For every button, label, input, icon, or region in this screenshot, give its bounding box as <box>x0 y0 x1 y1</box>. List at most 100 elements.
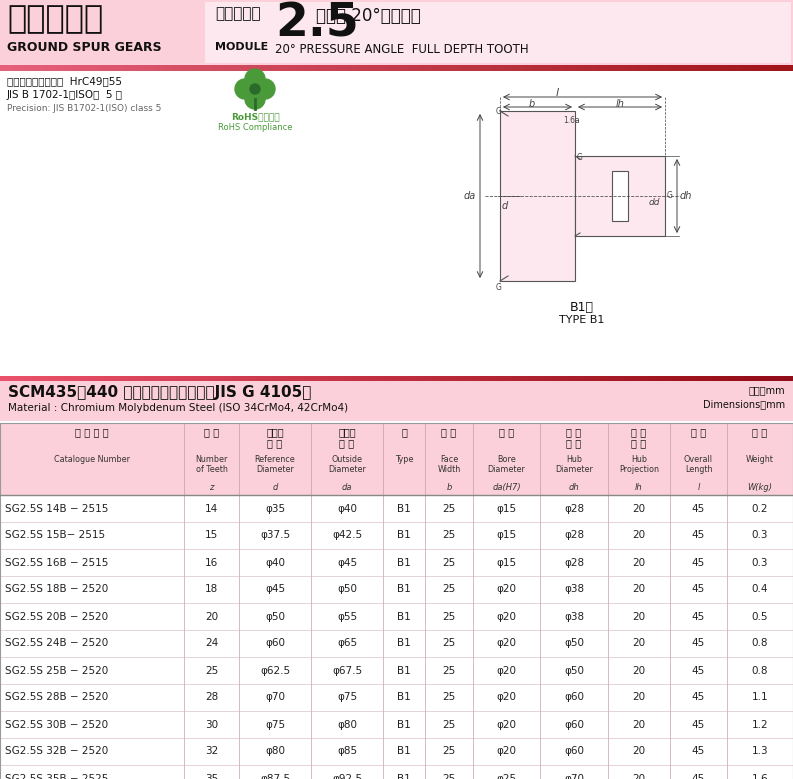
Bar <box>490 65 491 71</box>
Bar <box>327 65 328 71</box>
Bar <box>583 65 584 71</box>
Bar <box>16 376 17 381</box>
Bar <box>707 376 708 381</box>
Bar <box>523 376 524 381</box>
Bar <box>679 376 680 381</box>
Bar <box>473 65 474 71</box>
Bar <box>0 657 793 684</box>
Bar <box>584 376 585 381</box>
Bar <box>674 376 675 381</box>
Bar <box>521 65 522 71</box>
Bar <box>0 711 793 738</box>
Bar <box>759 376 760 381</box>
Bar <box>507 376 508 381</box>
Bar <box>274 65 275 71</box>
Bar <box>28 65 29 71</box>
Text: 穴 径: 穴 径 <box>499 427 514 437</box>
Bar <box>251 65 252 71</box>
Bar <box>335 65 336 71</box>
Bar <box>609 376 610 381</box>
Bar <box>0 423 793 779</box>
Bar <box>192 376 193 381</box>
Bar <box>257 376 258 381</box>
Bar <box>578 376 579 381</box>
Bar <box>95 65 96 71</box>
Bar <box>723 376 724 381</box>
Bar <box>101 376 102 381</box>
Bar <box>40 65 41 71</box>
Text: Catalogue Number: Catalogue Number <box>54 455 130 464</box>
Bar <box>693 65 694 71</box>
Bar <box>730 65 731 71</box>
Bar <box>75 376 76 381</box>
Bar <box>746 376 747 381</box>
Bar <box>319 376 320 381</box>
Bar <box>430 376 431 381</box>
Bar <box>344 376 345 381</box>
Bar <box>753 376 754 381</box>
Bar <box>596 65 597 71</box>
Bar <box>126 65 127 71</box>
Bar <box>0 65 1 71</box>
Bar <box>599 65 600 71</box>
Bar <box>432 376 433 381</box>
Bar <box>252 65 253 71</box>
Bar <box>723 65 724 71</box>
Bar <box>378 65 379 71</box>
Bar <box>361 65 362 71</box>
Bar <box>466 65 467 71</box>
Bar <box>2 376 3 381</box>
Bar <box>792 65 793 71</box>
Bar <box>785 65 786 71</box>
Bar <box>30 376 31 381</box>
Bar <box>605 376 606 381</box>
Bar <box>41 376 42 381</box>
Bar <box>461 376 462 381</box>
Bar <box>102 376 103 381</box>
Bar <box>164 65 165 71</box>
Bar <box>280 376 281 381</box>
Bar <box>528 376 529 381</box>
Bar <box>365 65 366 71</box>
Bar <box>341 376 342 381</box>
Bar <box>515 376 516 381</box>
Bar <box>362 376 363 381</box>
Text: SG2.5S 16B − 2515: SG2.5S 16B − 2515 <box>5 558 109 567</box>
Bar <box>729 376 730 381</box>
Bar <box>12 376 13 381</box>
Bar <box>227 376 228 381</box>
Bar <box>300 376 301 381</box>
Bar <box>232 376 233 381</box>
Bar <box>607 376 608 381</box>
Bar <box>139 65 140 71</box>
Bar <box>499 376 500 381</box>
Bar <box>611 376 612 381</box>
Text: SG2.5S 15B− 2515: SG2.5S 15B− 2515 <box>5 530 105 541</box>
Bar <box>786 376 787 381</box>
Bar <box>499 65 500 71</box>
Bar <box>15 65 16 71</box>
Bar <box>258 65 259 71</box>
Bar <box>463 65 464 71</box>
Bar <box>536 376 537 381</box>
Bar <box>191 376 192 381</box>
Bar <box>59 65 60 71</box>
Bar <box>532 65 533 71</box>
Bar <box>390 376 391 381</box>
Bar <box>785 376 786 381</box>
Bar <box>127 376 128 381</box>
Bar <box>53 65 54 71</box>
Bar <box>0 603 793 630</box>
Text: GROUND SPUR GEARS: GROUND SPUR GEARS <box>7 41 162 54</box>
Bar <box>359 376 360 381</box>
Bar <box>672 376 673 381</box>
Bar <box>192 65 193 71</box>
Bar <box>679 65 680 71</box>
Bar <box>536 65 537 71</box>
Text: φ25: φ25 <box>496 774 516 779</box>
Bar <box>35 376 36 381</box>
Bar <box>688 65 689 71</box>
Bar <box>488 65 489 71</box>
Bar <box>763 376 764 381</box>
Bar <box>755 65 756 71</box>
